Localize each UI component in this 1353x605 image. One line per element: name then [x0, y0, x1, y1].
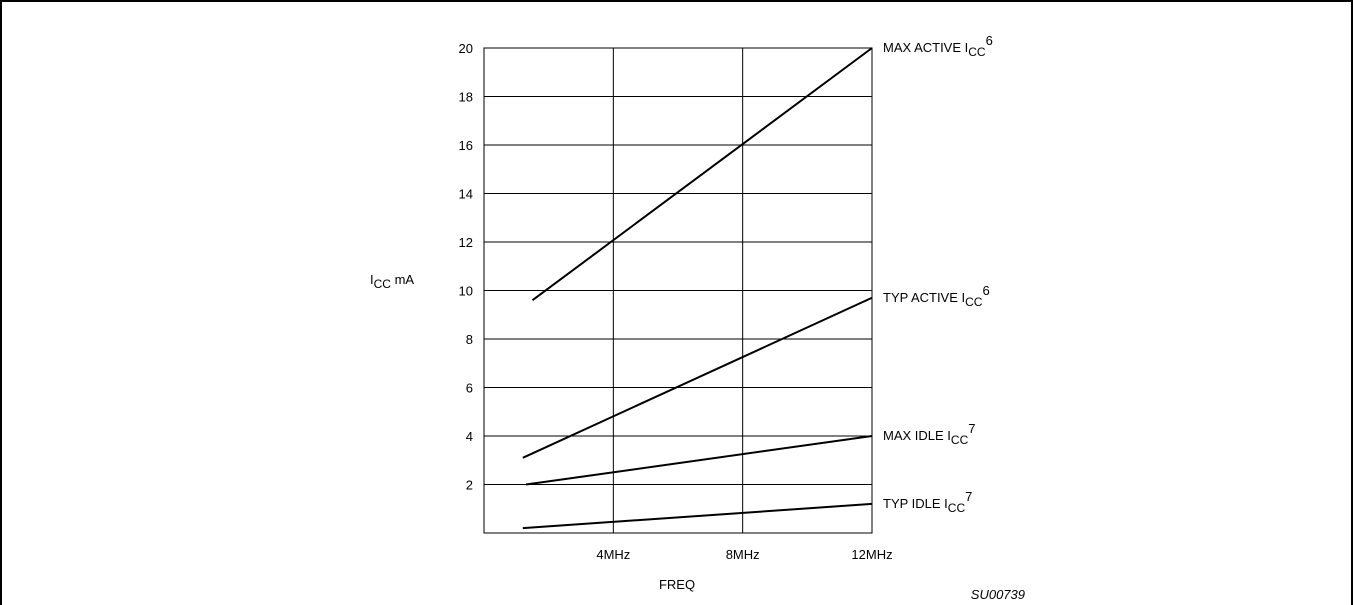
y-tick-label: 10	[459, 284, 473, 299]
series-label-3: TYP IDLE ICC7	[883, 489, 972, 515]
series-label-main: MAX ACTIVE I	[883, 40, 968, 55]
series-label-1: TYP ACTIVE ICC6	[883, 283, 990, 309]
grid	[483, 47, 873, 534]
series-label-sub: CC	[968, 45, 986, 59]
series-line-2	[525, 435, 873, 486]
y-axis-label-main: I	[370, 272, 374, 287]
series-label-sup: 6	[986, 33, 993, 48]
y-tick-label: 16	[459, 138, 473, 153]
y-tick-labels: 2 4 6 8 10 12 14 16 18 20	[459, 41, 473, 493]
series-label-0: MAX ACTIVE ICC6	[883, 33, 993, 59]
x-tick-label: 12MHz	[851, 547, 892, 562]
y-tick-label: 4	[466, 429, 473, 444]
series-label-sup: 6	[982, 283, 989, 298]
series-label-sub: CC	[965, 295, 983, 309]
y-tick-label: 14	[459, 187, 473, 202]
y-tick-label: 8	[466, 332, 473, 347]
y-tick-label: 6	[466, 381, 473, 396]
series-line-1	[522, 296, 873, 459]
y-axis-label-sub: CC	[374, 277, 392, 291]
series-label-main: TYP ACTIVE I	[883, 290, 965, 305]
y-axis-label-unit: mA	[391, 272, 414, 287]
series-label-sub: CC	[951, 433, 969, 447]
series-label-main: MAX IDLE I	[883, 428, 951, 443]
y-tick-label: 12	[459, 235, 473, 250]
y-tick-label: 2	[466, 478, 473, 493]
series-line-3	[522, 502, 873, 530]
x-tick-label: 4MHz	[596, 547, 630, 562]
series-label-main: TYP IDLE I	[883, 496, 948, 511]
series-label-sub: CC	[948, 501, 966, 515]
x-axis-label: FREQ	[659, 577, 695, 592]
series-lines	[522, 47, 873, 530]
x-tick-label: 8MHz	[726, 547, 760, 562]
series-line-0	[531, 47, 873, 302]
series-label-sup: 7	[965, 489, 972, 504]
series-label-sup: 7	[968, 421, 975, 436]
y-axis-label: ICC mA	[370, 272, 414, 291]
x-tick-labels: 4MHz 8MHz 12MHz	[596, 547, 892, 562]
y-tick-label: 20	[459, 41, 473, 56]
y-tick-label: 18	[459, 90, 473, 105]
figure-code: SU00739	[971, 587, 1025, 602]
series-label-2: MAX IDLE ICC7	[883, 421, 976, 447]
